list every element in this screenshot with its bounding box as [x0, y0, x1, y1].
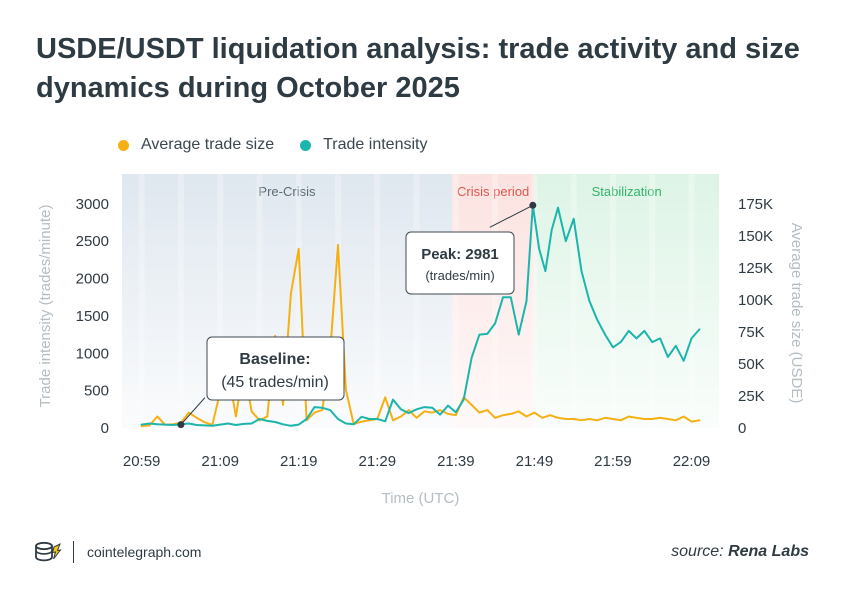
series-line-avg-trade-size [140, 243, 701, 428]
x-tick-label: 20:59 [123, 453, 161, 470]
x-tick-label: 21:09 [201, 453, 239, 470]
peak-callout-box [405, 231, 515, 295]
grid-stripe [256, 174, 263, 428]
y-right-tick-label: 0 [738, 420, 746, 437]
y-right-tick-label: 175K [738, 196, 773, 213]
source-prefix: source: [671, 543, 724, 560]
grid-stripe [452, 174, 459, 428]
y-left-axis-title: Trade intensity (trades/minute) [37, 205, 54, 408]
legend-swatch-trade-intensity [300, 139, 312, 151]
grid-stripe [531, 174, 538, 428]
grid-stripe [295, 174, 302, 428]
y-right-tick-label: 125K [738, 260, 773, 277]
x-tick-label: 22:09 [673, 453, 711, 470]
y-left-tick-label: 1000 [76, 345, 109, 362]
baseline-leader [180, 397, 206, 425]
y-left-tick-label: 0 [101, 420, 109, 437]
footer-source: source: Rena Labs [671, 543, 809, 561]
peak-leader [489, 204, 534, 228]
grid-stripe [492, 174, 499, 428]
y-right-tick-label: 25K [738, 388, 765, 405]
x-tick-label: 21:29 [359, 453, 397, 470]
footer-site[interactable]: cointelegraph.com [87, 544, 202, 560]
legend-item-avg-trade-size[interactable]: Average trade size [118, 136, 274, 154]
grid-stripe [688, 174, 695, 428]
grid-stripe [177, 174, 184, 428]
x-tick-label: 21:49 [516, 453, 554, 470]
phase-label-0: Pre-Crisis [258, 184, 316, 199]
baseline-callout-box [206, 336, 345, 401]
legend-label-avg-trade-size: Average trade size [141, 136, 275, 153]
y-right-tick-label: 50K [738, 356, 765, 373]
grid-stripe [649, 174, 656, 428]
x-tick-label: 21:39 [437, 453, 475, 470]
cointelegraph-logo-icon [34, 541, 62, 568]
y-right-tick-label: 100K [738, 292, 773, 309]
grid-stripe [413, 174, 420, 428]
y-right-tick-label: 150K [738, 228, 773, 245]
peak-callout-title: Peak: 2981 [421, 246, 499, 263]
grid-stripe [217, 174, 224, 428]
grid-stripe [374, 174, 381, 428]
legend-swatch-avg-trade-size [118, 139, 129, 151]
legend-item-trade-intensity[interactable]: Trade intensity [300, 136, 427, 154]
y-left-tick-label: 2500 [76, 233, 109, 250]
peak-marker [529, 201, 537, 209]
grid-stripe [570, 174, 577, 428]
y-right-axis-title: Average trade size (USDE) [788, 223, 805, 404]
grid-stripe [609, 174, 616, 428]
footer-divider [73, 541, 74, 563]
chart-title: USDE/USDT liquidation analysis: trade ac… [36, 33, 800, 104]
y-left-tick-label: 2000 [76, 271, 109, 288]
phase-label-1: Crisis period [457, 184, 529, 199]
grid-stripe [138, 174, 145, 428]
y-right-tick-label: 75K [738, 324, 765, 341]
x-tick-label: 21:59 [594, 453, 632, 470]
series-line-trade-intensity [140, 204, 701, 427]
grid-stripe [335, 174, 342, 428]
baseline-callout-title: Baseline: [239, 351, 310, 368]
y-left-tick-label: 3000 [76, 196, 109, 213]
source-name: Rena Labs [728, 543, 809, 560]
phase-band-2 [534, 174, 719, 428]
x-axis-title: Time (UTC) [382, 490, 460, 507]
legend: Average trade size Trade intensity [118, 136, 453, 154]
phase-label-2: Stabilization [592, 184, 662, 199]
peak-callout-sub: (trades/min) [425, 268, 494, 283]
y-left-tick-label: 1500 [76, 308, 109, 325]
legend-label-trade-intensity: Trade intensity [323, 136, 428, 153]
baseline-callout-sub: (45 trades/min) [221, 374, 329, 391]
baseline-marker [177, 421, 185, 429]
x-tick-label: 21:19 [280, 453, 318, 470]
y-left-tick-label: 500 [84, 383, 109, 400]
